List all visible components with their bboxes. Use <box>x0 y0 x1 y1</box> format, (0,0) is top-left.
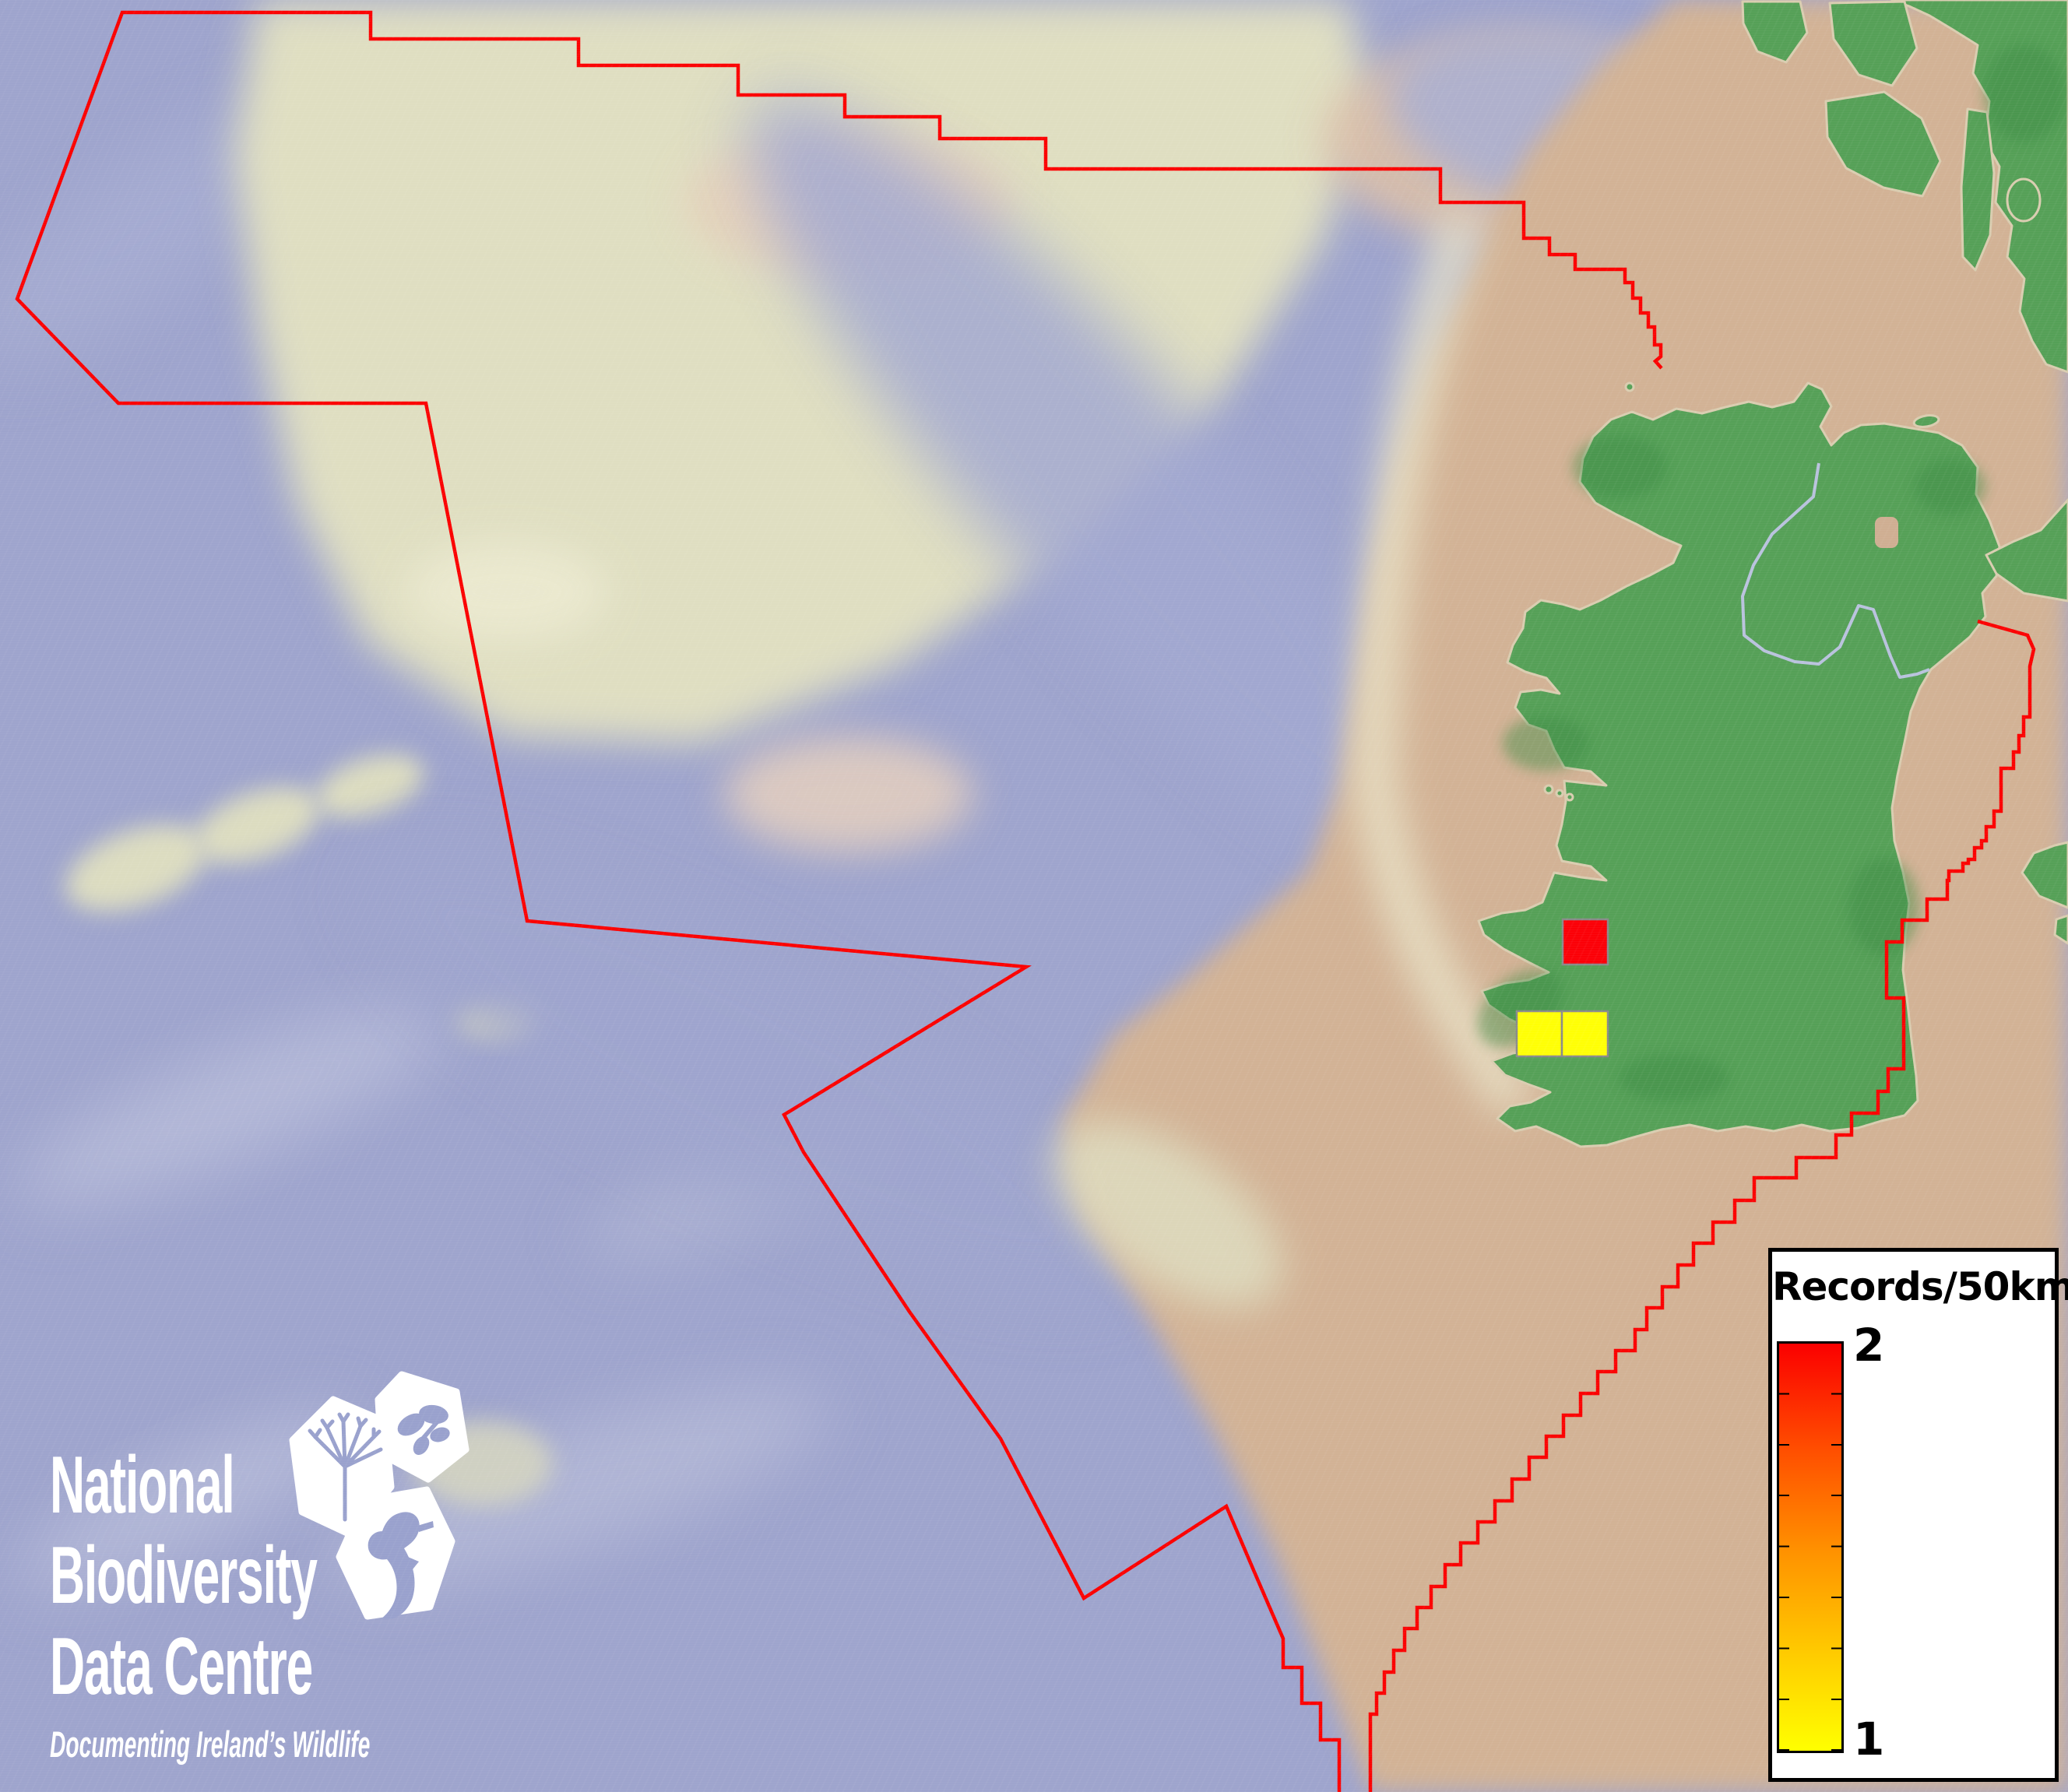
lough-neagh <box>1875 517 1898 548</box>
rockall-plateau <box>65 0 1713 1506</box>
boundary-west <box>15 10 1663 1792</box>
anglesey-island <box>2053 914 2068 945</box>
legend-panel: Records/50km 2 1 <box>1768 1248 2068 1782</box>
aran-island-1 <box>1543 784 1554 795</box>
logo-line-1: National <box>50 1440 235 1530</box>
galloway-peninsula <box>1985 498 2068 603</box>
legend-gradient-bar <box>1777 1341 1844 1753</box>
logo-line-2: Biodiversity <box>50 1530 318 1622</box>
record-square-1a[interactable] <box>1515 1010 1563 1058</box>
nbdc-wordmark: National Biodiversity Data Centre Docume… <box>50 1440 370 1766</box>
record-square-2[interactable] <box>1561 918 1609 966</box>
logo-tagline: Documenting Ireland’s Wildlife <box>50 1723 371 1766</box>
designated-area-boundary <box>15 10 2036 1792</box>
record-grid-squares <box>1515 918 1609 1058</box>
arran-island <box>2006 177 2042 223</box>
rathlin-island <box>1912 414 1940 428</box>
boundary-east <box>1368 619 2036 1792</box>
plant-icon <box>308 1412 383 1522</box>
legend-min-label: 1 <box>1853 1713 1885 1766</box>
tory-island <box>1624 381 1635 392</box>
northern-ireland-border <box>1741 462 1930 679</box>
mull-island <box>1828 0 1919 87</box>
legend-max-label: 2 <box>1853 1319 1885 1372</box>
aran-island-2 <box>1555 789 1564 798</box>
legend-ticks-left <box>1779 1344 1789 1751</box>
kintyre-peninsula <box>1960 107 1996 272</box>
legend-ticks-right <box>1831 1344 1841 1751</box>
hebrides-island <box>1741 0 1809 64</box>
logo-line-3: Data Centre <box>50 1621 313 1712</box>
seahorse-icon <box>368 1512 434 1620</box>
nbdc-logo-mark <box>289 1371 470 1620</box>
islay-jura-islands <box>1824 90 1942 198</box>
aran-island-3 <box>1565 792 1574 802</box>
record-square-1b[interactable] <box>1560 1010 1609 1058</box>
wales-coast <box>2021 841 2068 909</box>
legend-title: Records/50km <box>1772 1264 2068 1309</box>
butterfly-icon <box>397 1404 450 1456</box>
